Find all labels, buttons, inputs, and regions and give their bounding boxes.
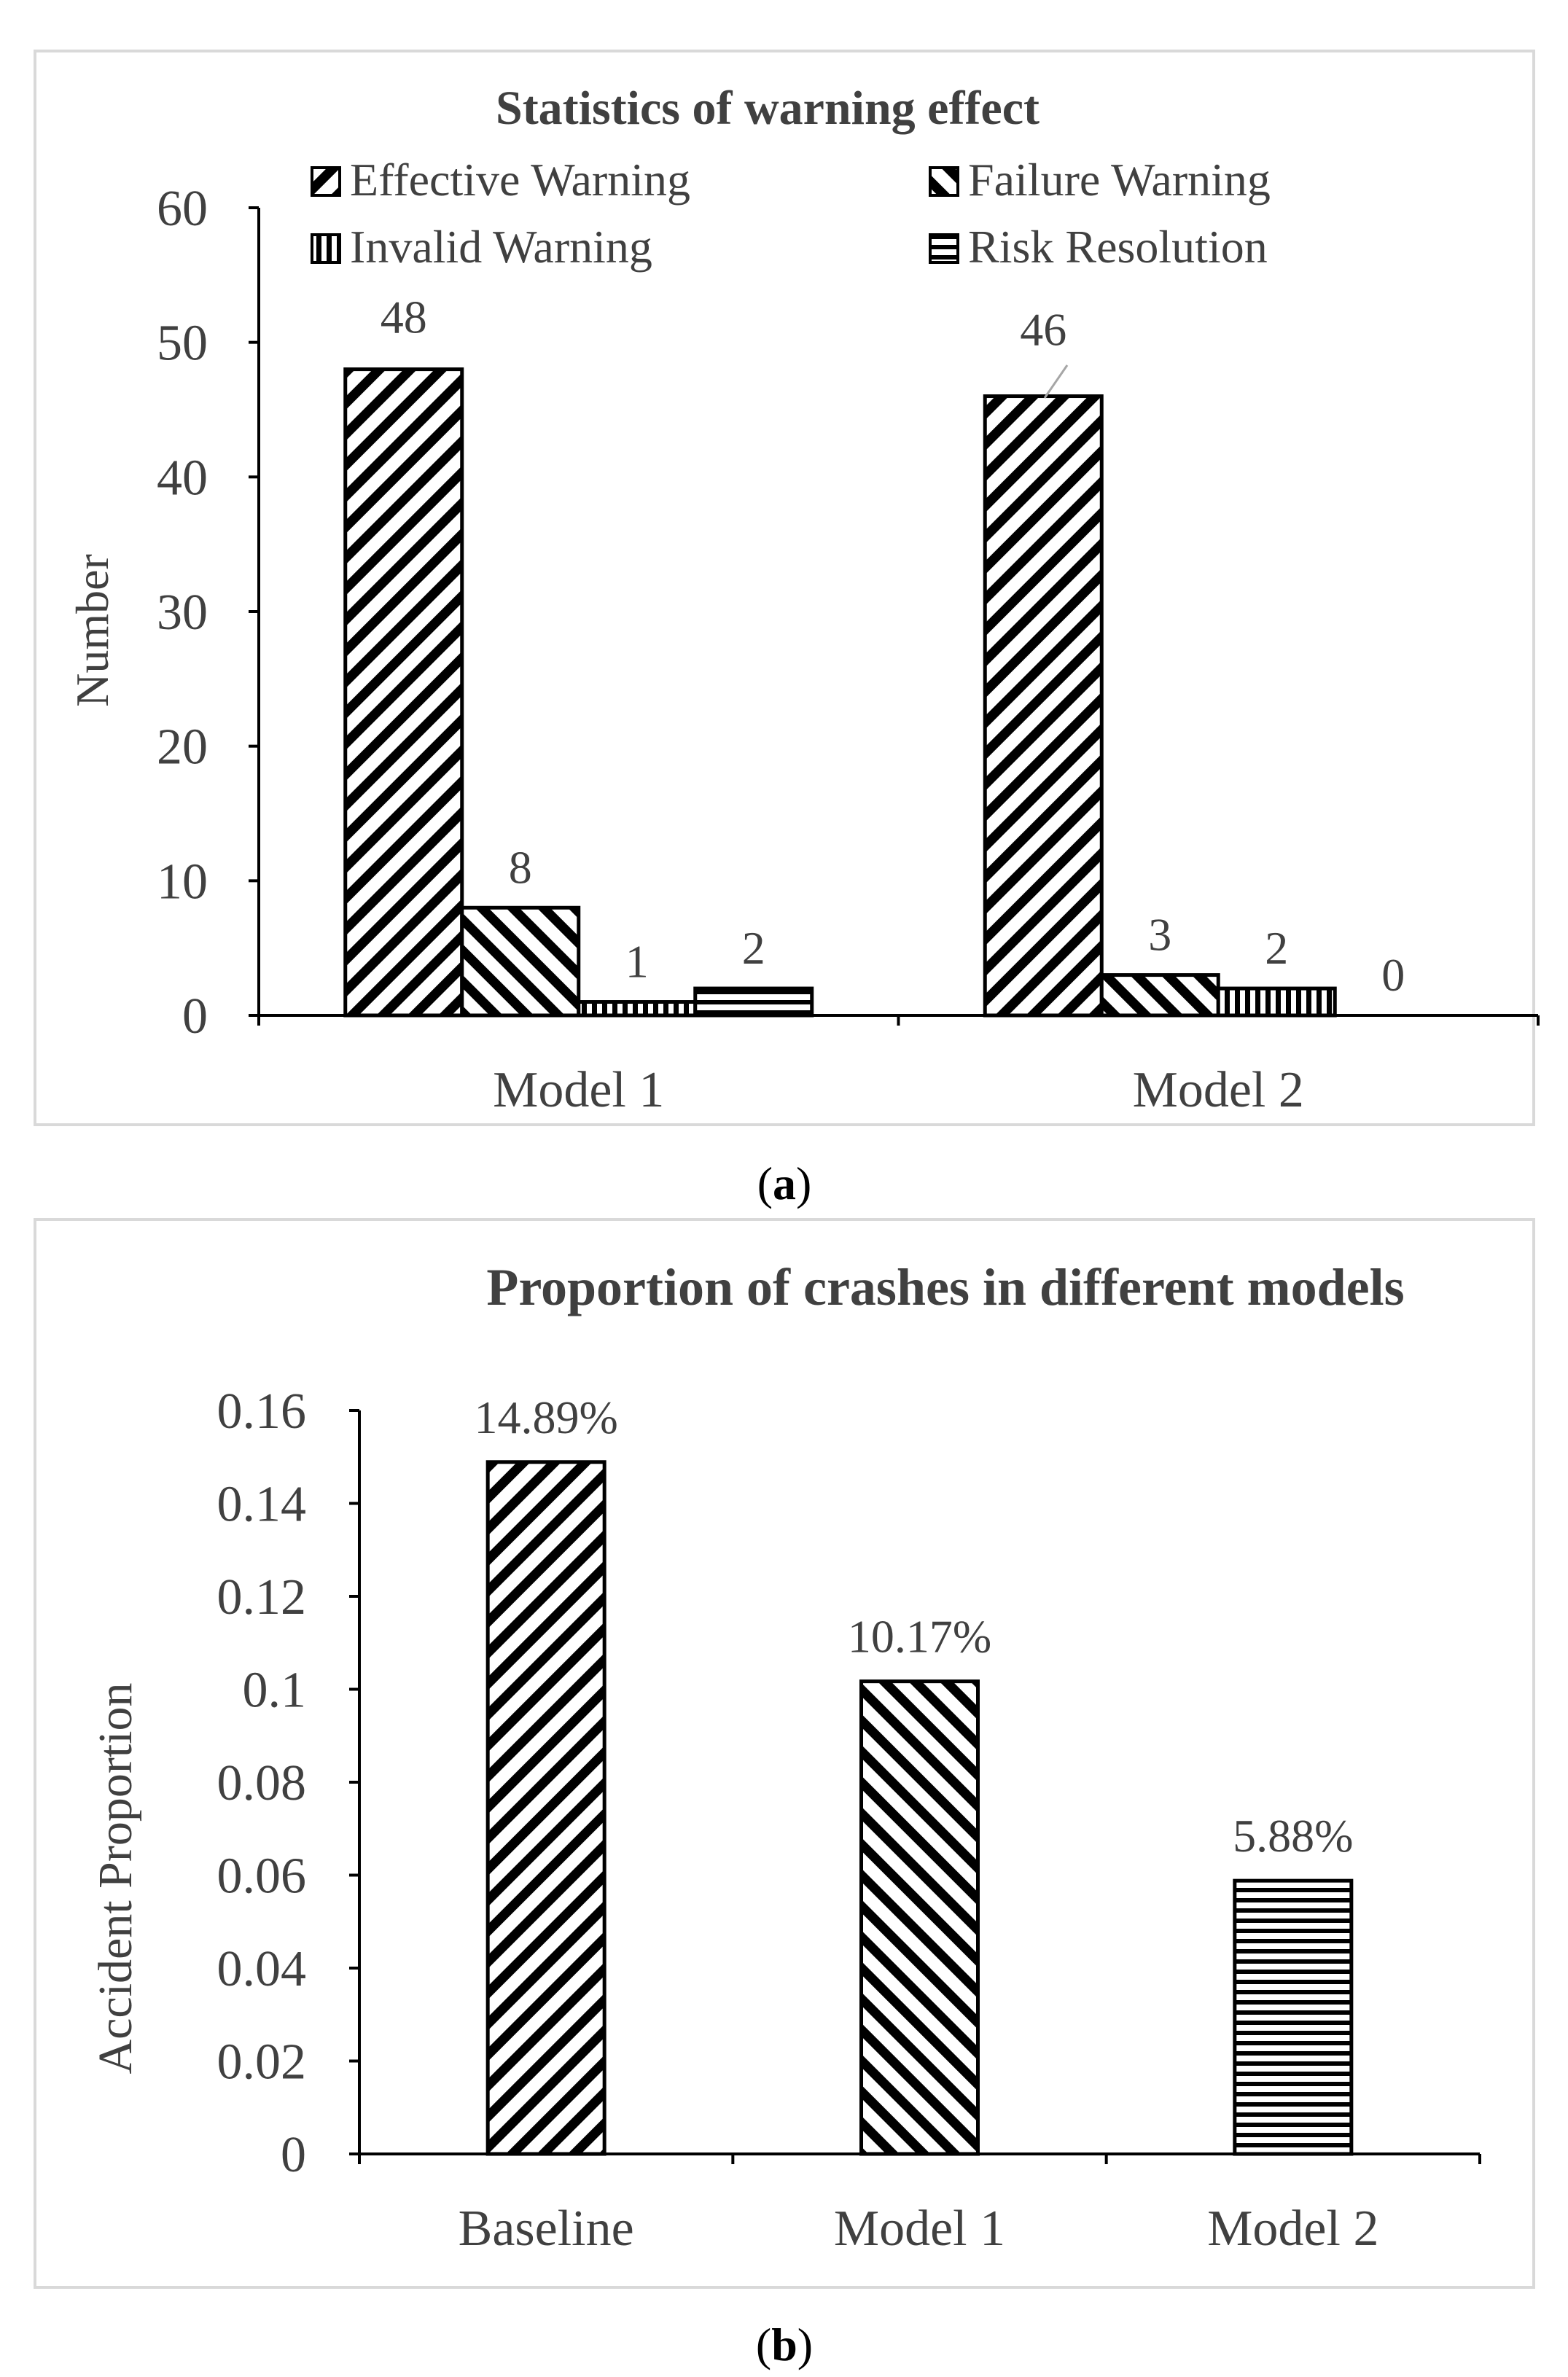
bar-model-1-effective-warning bbox=[343, 367, 464, 1018]
data-label-model-1: 10.17% bbox=[848, 1611, 991, 1663]
data-label-model-1-effective-warning: 48 bbox=[381, 292, 427, 343]
chart-b-y-tick-labels: 0 0.02 0.04 0.06 0.08 0.1 0.12 0.14 0.16 bbox=[217, 1383, 307, 2183]
chart-a-ylabel: Number bbox=[66, 554, 118, 707]
bar-model-1 bbox=[859, 1679, 980, 2156]
chart-b-bars bbox=[485, 1460, 1354, 2156]
x-tick-label-model-1: Model 1 bbox=[834, 2201, 1005, 2257]
chart-b-ylabel: Accident Proportion bbox=[89, 1682, 142, 2074]
y-tick-label-50: 50 bbox=[157, 316, 208, 372]
chart-a-title: Statistics of warning effect bbox=[496, 82, 1040, 135]
data-label-model-1-risk-resolution: 2 bbox=[742, 922, 765, 974]
legend-label-failure-warning: Failure Warning bbox=[968, 154, 1271, 206]
y-tick-label-0-12: 0.12 bbox=[217, 1569, 307, 1625]
chart-a-category-labels: Model 1 Model 2 bbox=[493, 1062, 1304, 1118]
legend-item-risk-resolution: Risk Resolution bbox=[929, 221, 1268, 273]
data-label-model-2-effective-warning: 46 bbox=[1020, 304, 1066, 356]
y-tick-label-0-16: 0.16 bbox=[217, 1383, 307, 1440]
data-label-model-2: 5.88% bbox=[1233, 1810, 1353, 1862]
legend-swatch-effective-warning bbox=[311, 166, 341, 197]
legend-label-risk-resolution: Risk Resolution bbox=[968, 221, 1268, 273]
legend-swatch-invalid-warning bbox=[311, 233, 341, 264]
y-tick-label-0-08: 0.08 bbox=[217, 1755, 307, 1811]
data-label-model-2-risk-resolution: 0 bbox=[1381, 949, 1405, 1001]
y-tick-label-0-1: 0.1 bbox=[243, 1663, 307, 1719]
data-label-model-2-failure-warning: 3 bbox=[1148, 909, 1171, 961]
y-tick-label-20: 20 bbox=[157, 719, 208, 776]
chart-b-axes bbox=[349, 1409, 1481, 2164]
y-tick-label-30: 30 bbox=[157, 585, 208, 641]
legend-swatch-risk-resolution bbox=[929, 233, 959, 264]
data-label-model-1-invalid-warning: 1 bbox=[625, 936, 649, 988]
caption-b-close: ) bbox=[797, 2319, 813, 2370]
caption-a-letter: a bbox=[773, 1158, 796, 1209]
legend-swatch-failure-warning bbox=[929, 166, 959, 197]
bar-model-2-effective-warning bbox=[983, 394, 1104, 1018]
caption-b-letter: b bbox=[771, 2319, 797, 2370]
caption-b: (b) bbox=[756, 2319, 813, 2370]
caption-a-close: ) bbox=[796, 1158, 811, 1209]
panel-a-border bbox=[34, 50, 1535, 1126]
legend-item-effective-warning: Effective Warning bbox=[311, 154, 690, 206]
x-tick-label-model-1: Model 1 bbox=[493, 1062, 664, 1118]
bar-model-1-invalid-warning bbox=[577, 1000, 698, 1018]
x-tick-label-model-2: Model 2 bbox=[1133, 1062, 1304, 1118]
chart-b-title: Proportion of crashes in different model… bbox=[486, 1258, 1404, 1316]
chart-b-category-labels: Baseline Model 1 Model 2 bbox=[459, 2201, 1379, 2257]
y-tick-label-0: 0 bbox=[281, 2127, 306, 2183]
bar-baseline bbox=[485, 1460, 606, 2156]
y-tick-label-60: 60 bbox=[157, 181, 208, 237]
chart-a-y-tick-labels: 0 10 20 30 40 50 60 bbox=[157, 181, 208, 1045]
legend-item-failure-warning: Failure Warning bbox=[929, 154, 1271, 206]
chart-b-data-labels: 14.89% 10.17% 5.88% bbox=[475, 1392, 1354, 1862]
y-tick-label-0-14: 0.14 bbox=[217, 1477, 307, 1533]
bar-model-2 bbox=[1233, 1878, 1354, 2156]
legend-label-effective-warning: Effective Warning bbox=[350, 154, 690, 206]
y-tick-label-40: 40 bbox=[157, 450, 208, 506]
data-label-model-1-failure-warning: 8 bbox=[509, 841, 532, 893]
x-tick-label-baseline: Baseline bbox=[459, 2201, 634, 2257]
chart-a-legend: Effective Warning Failure Warning Invali… bbox=[311, 154, 1271, 273]
data-label-baseline: 14.89% bbox=[475, 1392, 618, 1443]
x-tick-label-model-2: Model 2 bbox=[1207, 2201, 1378, 2257]
bar-model-2-invalid-warning bbox=[1216, 986, 1337, 1018]
y-tick-label-0-06: 0.06 bbox=[217, 1849, 307, 1905]
bar-model-1-failure-warning bbox=[460, 905, 581, 1018]
caption-a-open: ( bbox=[757, 1158, 773, 1209]
y-tick-label-0-02: 0.02 bbox=[217, 2034, 307, 2091]
y-tick-label-0-04: 0.04 bbox=[217, 1941, 307, 1997]
y-tick-label-0: 0 bbox=[182, 988, 208, 1045]
chart-a-axes bbox=[249, 206, 1540, 1026]
y-tick-label-10: 10 bbox=[157, 854, 208, 910]
caption-a: (a) bbox=[757, 1158, 812, 1209]
legend-label-invalid-warning: Invalid Warning bbox=[350, 221, 652, 273]
legend-item-invalid-warning: Invalid Warning bbox=[311, 221, 652, 273]
chart-a-bars bbox=[343, 367, 1337, 1018]
bar-model-2-failure-warning bbox=[1099, 973, 1220, 1018]
chart-a-data-labels: 48 8 1 2 46 3 2 0 bbox=[381, 292, 1405, 1001]
caption-b-open: ( bbox=[756, 2319, 771, 2370]
panel-a: Statistics of warning effect Effective W… bbox=[34, 50, 1540, 1126]
panel-b: Proportion of crashes in different model… bbox=[34, 1218, 1535, 2289]
data-label-model-2-invalid-warning: 2 bbox=[1265, 922, 1288, 974]
bar-model-1-risk-resolution bbox=[693, 986, 814, 1018]
label-leader-line bbox=[1043, 364, 1069, 399]
